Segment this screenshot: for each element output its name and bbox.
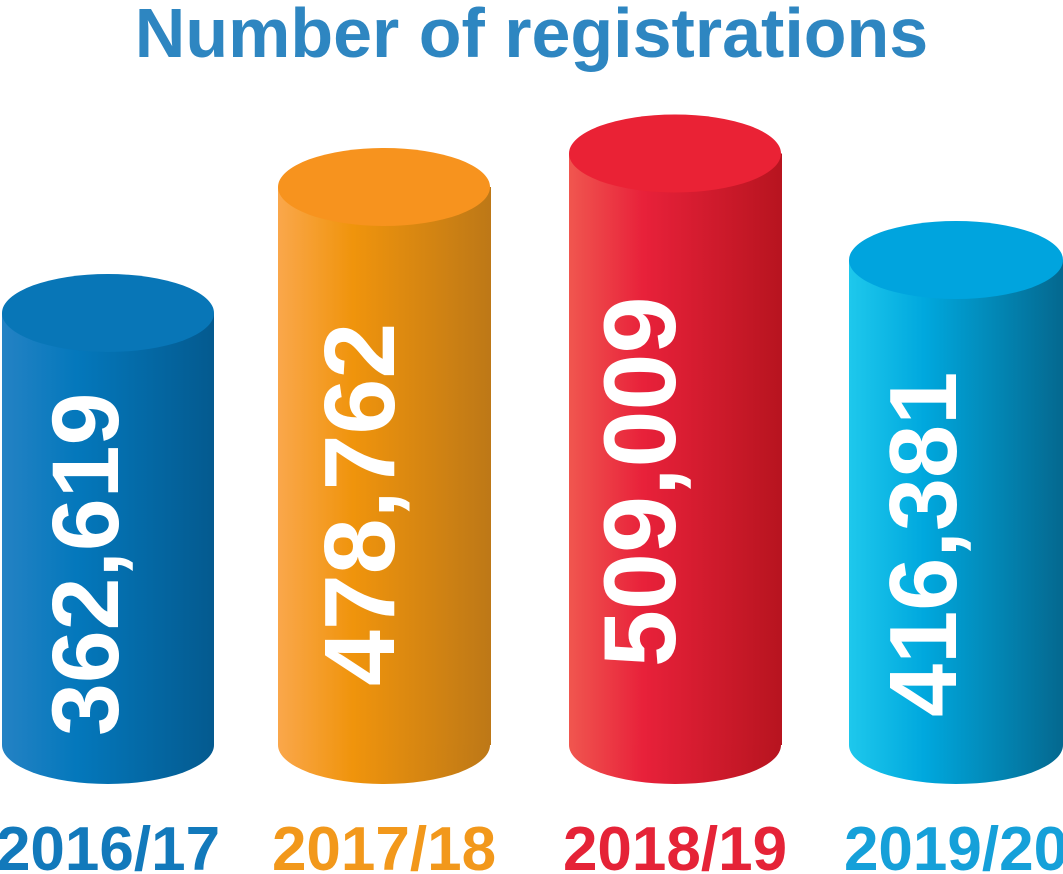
svg-text:2018/19: 2018/19 bbox=[563, 815, 787, 874]
svg-text:2016/17: 2016/17 bbox=[0, 815, 220, 874]
svg-text:416,381: 416,381 bbox=[871, 372, 977, 717]
svg-text:2019/20: 2019/20 bbox=[844, 815, 1063, 874]
svg-text:2017/18: 2017/18 bbox=[272, 815, 496, 874]
svg-text:509,009: 509,009 bbox=[582, 296, 697, 667]
svg-text:362,619: 362,619 bbox=[33, 393, 139, 736]
svg-text:478,762: 478,762 bbox=[304, 323, 416, 686]
